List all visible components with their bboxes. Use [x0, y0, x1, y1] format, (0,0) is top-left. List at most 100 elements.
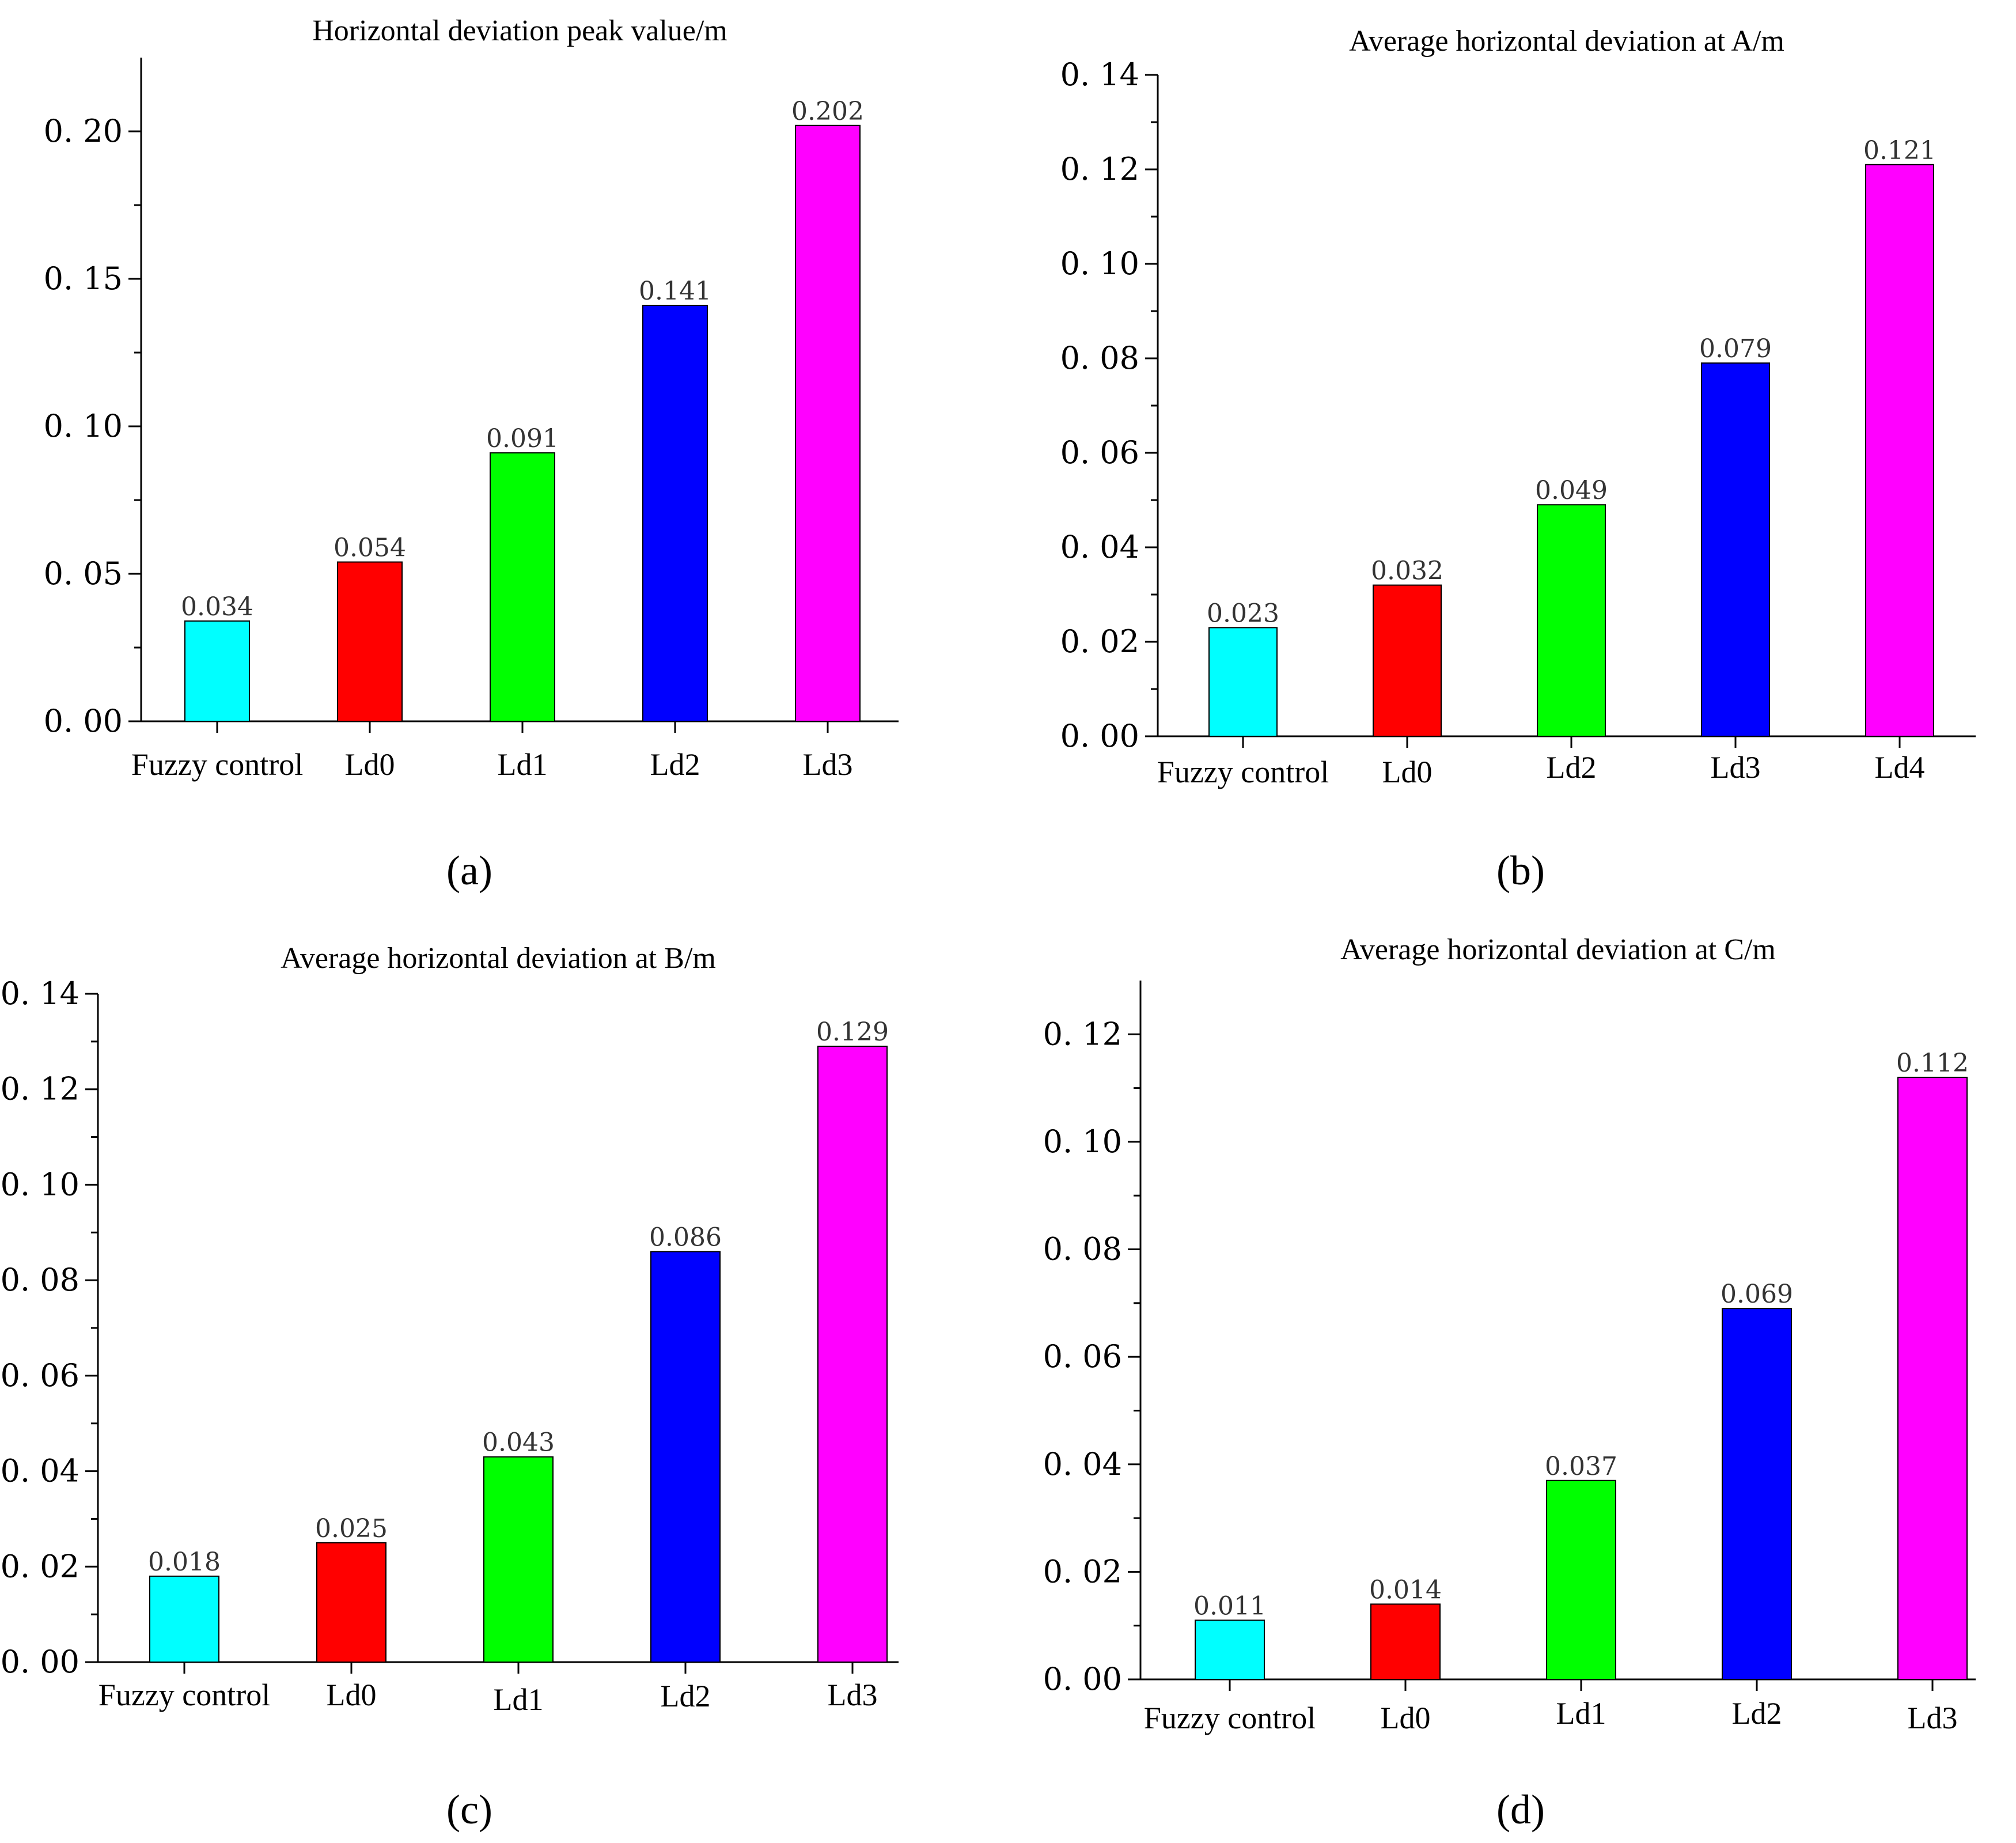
category-label: Ld1	[494, 1682, 544, 1717]
value-label: 0.086	[649, 1223, 722, 1252]
bar-a-2	[337, 561, 403, 722]
bar-b-4	[1701, 362, 1770, 737]
bar-d-4	[1722, 1308, 1792, 1681]
value-label: 0.069	[1721, 1280, 1793, 1309]
chart-panel-a: Horizontal deviation peak value/m 0. 00 0.…	[44, 14, 899, 782]
y-tick-label: 0. 04	[1, 1453, 79, 1489]
value-label: 0.121	[1863, 136, 1936, 165]
value-label: 0.129	[816, 1017, 889, 1047]
chart-panel-d: Average horizontal deviation at C/m 0. 00…	[1043, 933, 1976, 1735]
y-tick-label: 0. 00	[1043, 1661, 1122, 1697]
value-label: 0.054	[334, 533, 406, 563]
value-label: 0.091	[486, 424, 559, 453]
bar-d-5	[1897, 1076, 1968, 1680]
y-tick-label: 0. 06	[1, 1357, 79, 1394]
value-label: 0.034	[181, 592, 253, 622]
chart-panel-b: Average horizontal deviation at A/m 0. 00…	[1060, 25, 1976, 789]
value-label: 0.025	[315, 1514, 388, 1543]
y-tick-label: 0. 00	[44, 703, 123, 739]
category-label: Ld1	[498, 747, 548, 782]
y-tick-label: 0. 02	[1060, 623, 1139, 660]
category-label: Fuzzy control	[1157, 755, 1329, 789]
bar-d-2	[1370, 1603, 1441, 1680]
y-tick-label: 0. 12	[1043, 1016, 1122, 1052]
category-label: Ld0	[345, 747, 395, 782]
category-label: Ld1	[1556, 1696, 1606, 1731]
value-label: 0.112	[1896, 1049, 1969, 1078]
bar-a-1	[184, 620, 250, 722]
value-label: 0.079	[1699, 334, 1772, 364]
bar-b-3	[1537, 504, 1606, 737]
y-tick-label: 0. 08	[1043, 1231, 1122, 1267]
y-tick-label: 0. 14	[1060, 56, 1139, 93]
bar-a-5	[795, 124, 861, 722]
y-tick-label: 0. 12	[1060, 151, 1139, 187]
bar-c-1	[149, 1575, 219, 1663]
bar-d-1	[1195, 1619, 1265, 1681]
category-label: Ld0	[1382, 755, 1433, 789]
category-label: Ld2	[1547, 750, 1597, 785]
chart-title: Average horizontal deviation at B/m	[281, 942, 716, 975]
value-label: 0.037	[1545, 1452, 1617, 1481]
y-tick-label: 0. 02	[1043, 1553, 1122, 1590]
y-tick-label: 0. 10	[1060, 245, 1139, 282]
category-label: Ld0	[1381, 1701, 1431, 1735]
category-label: Ld2	[650, 747, 700, 782]
bar-a-4	[642, 305, 708, 722]
y-tick-label: 0. 20	[44, 113, 123, 149]
category-label: Ld3	[1711, 750, 1761, 785]
y-tick-label: 0. 00	[1060, 718, 1139, 754]
chart-title: Average horizontal deviation at A/m	[1349, 25, 1784, 58]
y-tick-label: 0. 04	[1043, 1446, 1122, 1482]
y-tick-label: 0. 10	[44, 408, 123, 444]
value-label: 0.049	[1535, 476, 1608, 505]
value-label: 0.018	[148, 1547, 221, 1577]
panel-label-b: (b)	[1496, 847, 1545, 894]
category-label: Ld0	[327, 1678, 377, 1712]
panel-label-c: (c)	[446, 1787, 492, 1833]
bar-c-2	[316, 1542, 386, 1663]
bar-b-5	[1865, 164, 1934, 737]
bar-c-3	[483, 1456, 554, 1663]
category-label: Ld2	[661, 1679, 711, 1713]
panel-label-a: (a)	[446, 847, 492, 894]
category-label: Ld2	[1732, 1696, 1782, 1731]
y-tick-label: 0. 14	[1, 975, 79, 1012]
bar-b-1	[1208, 627, 1278, 737]
bar-a-3	[490, 452, 555, 722]
y-tick-label: 0. 08	[1060, 340, 1139, 376]
y-tick-label: 0. 04	[1060, 529, 1139, 565]
value-label: 0.023	[1207, 599, 1279, 628]
value-label: 0.043	[482, 1428, 555, 1458]
y-tick-label: 0. 05	[44, 555, 123, 592]
category-label: Fuzzy control	[131, 747, 303, 782]
category-label: Ld3	[1908, 1701, 1958, 1735]
y-tick-label: 0. 06	[1043, 1338, 1122, 1375]
y-tick-label: 0. 08	[1, 1262, 79, 1298]
chart-title: Average horizontal deviation at C/m	[1340, 933, 1776, 966]
y-tick-label: 0. 10	[1043, 1123, 1122, 1160]
bar-d-3	[1546, 1479, 1616, 1680]
value-label: 0.032	[1371, 557, 1443, 586]
category-label: Fuzzy control	[98, 1678, 270, 1712]
bar-c-4	[650, 1251, 721, 1663]
category-label: Ld3	[803, 747, 853, 782]
y-tick-label: 0. 00	[1, 1644, 79, 1680]
y-tick-label: 0. 10	[1, 1166, 79, 1202]
bar-b-2	[1373, 584, 1442, 737]
value-label: 0.011	[1193, 1591, 1266, 1621]
panel-label-d: (d)	[1496, 1787, 1545, 1833]
chart-panel-c: Average horizontal deviation at B/m 0. 00…	[1, 942, 899, 1717]
value-label: 0.141	[639, 277, 711, 306]
category-label: Fuzzy control	[1144, 1701, 1316, 1735]
y-tick-label: 0. 12	[1, 1071, 79, 1107]
y-tick-label: 0. 15	[44, 260, 123, 297]
category-label: Ld4	[1875, 750, 1925, 785]
y-tick-label: 0. 06	[1060, 434, 1139, 471]
y-tick-label: 0. 02	[1, 1548, 79, 1584]
chart-title: Horizontal deviation peak value/m	[312, 14, 727, 47]
category-label: Ld3	[828, 1678, 878, 1712]
bar-c-5	[817, 1046, 888, 1663]
value-label: 0.014	[1369, 1575, 1442, 1604]
